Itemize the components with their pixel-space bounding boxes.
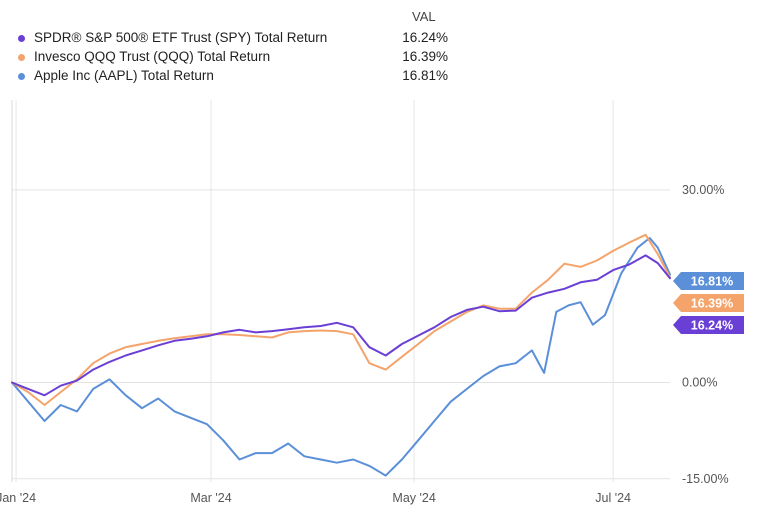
legend-dot-spy xyxy=(18,35,25,42)
end-badge-spy-total-return xyxy=(673,316,744,334)
legend-value-qqq: 16.39% xyxy=(402,49,448,64)
legend-val-header: VAL xyxy=(412,9,436,24)
y-tick-label-30-00: 30.00% xyxy=(682,183,724,197)
series-line-aapl-total-return xyxy=(11,237,671,477)
legend-item-qqq[interactable]: Invesco QQQ Trust (QQQ) Total Return 16.… xyxy=(18,49,448,67)
legend-value-spy: 16.24% xyxy=(402,30,448,45)
legend-dot-qqq xyxy=(18,54,25,61)
x-tick-label-jan-24: Jan '24 xyxy=(0,491,36,505)
legend-dot-aapl xyxy=(18,73,25,80)
legend-name-qqq: Invesco QQQ Trust (QQQ) Total Return xyxy=(34,49,271,64)
series-line-qqq-total-return xyxy=(11,233,671,406)
legend-item-aapl[interactable]: Apple Inc (AAPL) Total Return 16.81% xyxy=(18,68,448,86)
end-label-qqq-total-return: 16.39% xyxy=(691,297,733,311)
y-tick-label-0-00: 0.00% xyxy=(682,375,717,389)
x-tick-label-jul-24: Jul '24 xyxy=(595,491,631,505)
legend-name-spy: SPDR® S&P 500® ETF Trust (SPY) Total Ret… xyxy=(34,30,328,45)
end-badge-qqq-total-return xyxy=(673,294,744,312)
end-label-spy-total-return: 16.24% xyxy=(691,319,733,333)
series-line-spy-total-return xyxy=(11,254,671,397)
end-label-aapl-total-return: 16.81% xyxy=(691,275,733,289)
legend-name-aapl: Apple Inc (AAPL) Total Return xyxy=(34,68,214,83)
chart-legend: VAL SPDR® S&P 500® ETF Trust (SPY) Total… xyxy=(0,0,773,100)
y-tick-label-15-00: -15.00% xyxy=(682,472,729,486)
legend-value-aapl: 16.81% xyxy=(402,68,448,83)
end-badge-aapl-total-return xyxy=(673,272,744,290)
x-tick-label-may-24: May '24 xyxy=(392,491,435,505)
x-tick-label-mar-24: Mar '24 xyxy=(190,491,231,505)
legend-item-spy[interactable]: SPDR® S&P 500® ETF Trust (SPY) Total Ret… xyxy=(18,30,448,48)
